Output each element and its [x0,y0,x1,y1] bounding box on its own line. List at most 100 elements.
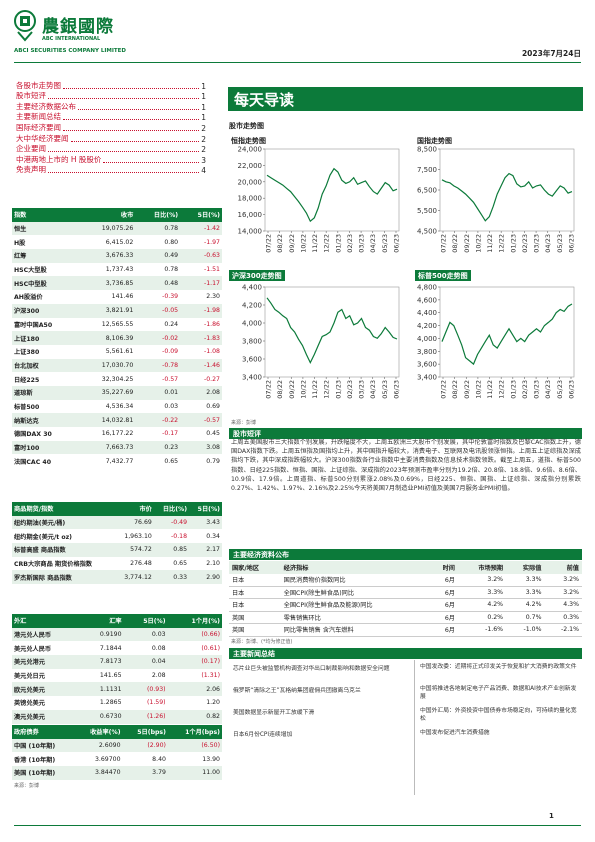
table-cell: 3.2% [487,576,504,583]
table-header-cell: 指数 [12,208,79,222]
toc-item[interactable]: 企业要闻 2 [16,144,206,154]
table-row: 中国 (10年期) 2.6090 (2.90) (6.50) [12,738,222,753]
table-cell: -0.78 [135,358,181,373]
x-tick-label: 10/22 [474,380,482,399]
y-tick-label: 22,000 [238,162,263,170]
table-cell: 4.2% [487,601,504,609]
table-cell: 0.45 [206,430,220,438]
table-cell: 1,737.43 [105,266,134,274]
toc-item[interactable]: 股市短评 1 [16,91,206,102]
table-row: 纳斯达克 14,032.81 -0.22 -0.57 [12,413,222,427]
table-cell: 2.10 [206,560,220,568]
table-cell: 11.00 [167,766,222,780]
table-cell: -0.17 [162,430,179,438]
toc-item-label: 国际经济要闻 [16,122,61,132]
news-item[interactable]: 日本6月份CPI连续增加 [233,732,293,738]
news-item[interactable]: 中国发改委：近期将正式印发关于恢复和扩大消费的政策文件 [420,664,577,670]
table-cell: (1.59) [146,699,166,707]
table-cell: 0.85 [153,543,190,557]
news-item[interactable]: 美国数据显示新屋开工放缓下滑 [233,710,315,716]
fx-table: 外汇 汇率 5日(%) 1个月(%) 港元兑人民币 0.9190 0.03 (0.66) 美元兑… [12,614,222,724]
row-label: 富时100 [12,440,79,455]
table-cell: 4.3% [563,601,579,609]
table-row: HSC中型股 3,736.85 0.48 -1.17 [12,276,222,291]
toc-item-page: 1 [201,81,206,91]
news-divider [414,660,415,795]
x-tick-label: 03/23 [358,380,366,399]
plot-area [439,286,575,378]
table-cell: -0.63 [180,249,222,263]
table-cell: 0.9190 [80,627,124,642]
row-label: 纽约期金(美元/t oz) [14,533,73,541]
news-item[interactable]: 中国将推进各地制定电子产品消费、数据和AI技术产业创新发展 [420,686,577,700]
table-row: 红筹 3,676.33 0.49 -0.63 [12,249,222,263]
table-cell: 5,561.61 [105,348,134,356]
table-row: 日本 国民消费物价指数同比 6月 3.2% 3.3% 3.2% [229,574,582,586]
toc-item[interactable]: 大中华经济要闻 2 [16,133,206,144]
table-cell: 零售销售环比 [283,614,321,622]
toc-item-label: 各股市走势图 [16,80,61,90]
table-cell: 3,774.12 [114,570,154,585]
table-cell: 3.79 [122,766,168,780]
row-label: 港元兑人民币 [12,627,81,642]
row-label: 日经225 [14,376,40,384]
x-tick-label: 01/23 [334,234,342,253]
table-cell: 2.30 [206,293,220,301]
econ-table: 国家/地区 经济指标 时间 市场预期 实际值 前值 日本 国民消费物价指数同比 6月 3.2% 3.… [229,561,582,637]
toc-item[interactable]: 免责声明 4 [16,165,206,175]
x-tick-label: 11/22 [486,234,494,253]
table-cell: 国民消费物价指数同比 [283,577,346,584]
table-header-cell: 市价 [114,502,154,516]
toc-item[interactable]: 主要新闻总结 1 [16,112,206,122]
commodity-table: 商品期货/指数 市价 日比(%) 5日(%) 纽约期油(美元/桶) 76.69 -0.49 3… [12,502,222,585]
x-tick-label: 04/23 [369,234,377,253]
news-item[interactable]: 中国外汇局：外资投资中国债券市场稳定向，可持续的量化宽松 [420,708,577,722]
table-cell: 32,304.25 [101,375,134,383]
row-label: CRB大宗商品 期货价格指数 [14,561,93,569]
row-label: 上证380 [14,349,40,357]
bond-table: 政府债券 收益率(%) 5日(bps) 1个月(bps) 中国 (10年期) 2.6090… [12,725,222,780]
row-label: 法国CAC 40 [14,458,52,466]
x-tick-label: 10/22 [299,380,307,399]
news-item[interactable]: 芯片业巨头被监管机构调查对华出口制裁影响和数据安全问题 [233,666,390,672]
table-cell: -1.0% [523,626,542,634]
page-title: 每天导读 [234,91,295,109]
table-cell: 7,432.77 [105,457,134,465]
x-tick-label: 03/23 [358,234,366,253]
news-item[interactable]: 中国发布促进汽车消费措施 [420,730,490,736]
table-cell: 3,821.91 [78,303,136,318]
x-tick-label: 04/23 [544,380,552,399]
toc-item[interactable]: 主要经济数据公布 1 [16,101,206,112]
toc-item-page: 1 [201,92,206,102]
table-header-cell: 日比(%) [153,502,190,516]
table-cell: (6.50) [167,738,222,753]
y-tick-label: 4,200 [417,322,437,330]
y-tick-label: 4,500 [417,228,437,236]
table-cell: 6月 [444,589,455,597]
table-cell: (0.61) [201,644,220,652]
table-cell: 6月 [444,614,455,622]
x-tick-label: 12/22 [323,380,331,399]
table-cell: -0.57 [180,413,222,427]
toc-item-label: 免责声明 [16,165,46,175]
y-tick-label: 4,000 [242,320,262,328]
table-cell: 3.3% [525,588,542,596]
row-label: 纳斯达克 [12,413,79,427]
table-cell: 0.23 [135,440,181,455]
toc-leader [48,151,200,153]
logo-company-name: ABCI SECURITIES COMPANY LIMITED [14,48,126,54]
x-tick-label: 08/22 [451,234,459,253]
row-label: 恒生 [12,221,79,236]
news-item[interactable]: 俄罗斯“清除之王”瓦格纳集团雇佣兵团撤离乌克兰 [233,688,361,694]
table-row: 日经225 32,304.25 -0.57 -0.27 [12,372,222,386]
toc-item[interactable]: 各股市走势图 1 [16,80,206,91]
row-label: 上证180 [12,331,79,345]
x-tick-label: 11/22 [486,380,494,399]
toc-item[interactable]: 国际经济要闻 2 [16,122,206,133]
table-row: 法国CAC 40 7,432.77 0.65 0.79 [12,454,222,468]
row-label: 美元兑人民币 [14,645,52,653]
toc-item[interactable]: 中港两地上市的 H 股股价 3 [16,154,206,165]
table-row: 上证380 5,561.61 -0.09 -1.08 [12,345,222,359]
x-tick-label: 11/22 [311,234,319,253]
table-row: 台北加权 17,030.70 -0.78 -1.46 [12,358,222,373]
